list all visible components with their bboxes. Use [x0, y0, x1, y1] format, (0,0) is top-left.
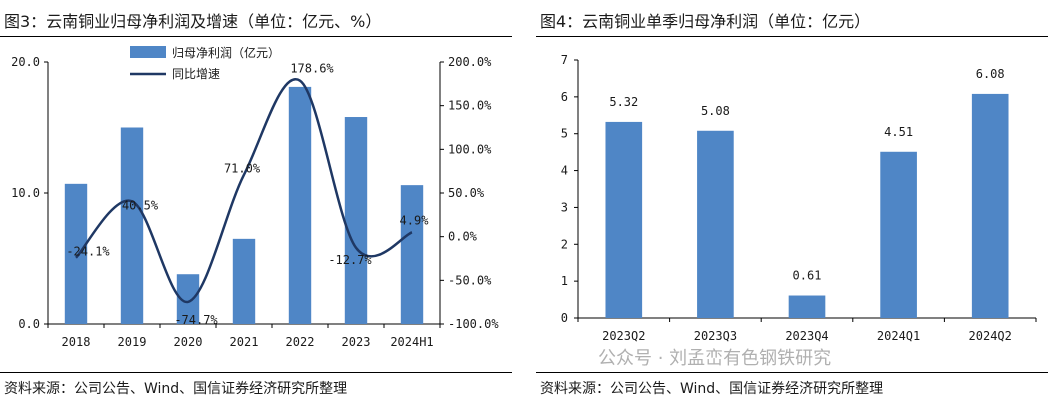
right-source-rule [536, 372, 1048, 373]
right-title-rule [536, 36, 1048, 37]
x-tick-label: 2024Q2 [969, 329, 1012, 343]
right-y-tick-label: 100.0% [448, 142, 492, 156]
profit-bar [288, 86, 312, 324]
right-bar-chart: 0 1 2 3 4 5 6 7 2023Q2 2023Q3 2023Q4 2024Q1 2024Q2 5.… [561, 53, 1037, 343]
quarter-profit-bar [971, 93, 1009, 318]
right-chart-title: 图4：云南铜业单季归母净利润（单位：亿元） [540, 12, 871, 31]
y-tick-label: 3 [561, 200, 568, 214]
x-tick-label: 2023Q2 [602, 329, 645, 343]
quarter-profit-bar [788, 295, 826, 318]
y-tick-label: 2 [561, 237, 568, 251]
left-title-rule [0, 36, 512, 37]
left-y-tick-label: 10.0 [11, 186, 40, 200]
bar-value-label: 0.61 [793, 269, 822, 283]
quarter-profit-bar [880, 151, 917, 318]
profit-bar [344, 117, 368, 325]
profit-bar [64, 183, 88, 324]
y-tick-label: 5 [561, 127, 568, 141]
x-tick-label: 2023Q4 [785, 329, 828, 343]
x-tick-label: 2024H1 [390, 335, 433, 349]
growth-data-label: 178.6% [290, 62, 334, 76]
growth-data-label: -24.1% [66, 245, 110, 259]
x-tick-label: 2018 [62, 335, 91, 349]
x-tick-label: 2023 [342, 335, 371, 349]
y-tick-label: 7 [561, 53, 568, 67]
y-tick-label: 6 [561, 90, 568, 104]
right-y-tick-label: 50.0% [448, 186, 485, 200]
bar-value-label: 5.08 [701, 104, 730, 118]
watermark: 公众号 · 刘孟峦有色钢铁研究 [598, 348, 832, 369]
bar-value-label: 5.32 [609, 95, 638, 109]
quarter-profit-bar [697, 130, 734, 318]
growth-data-label: 71.0% [224, 162, 261, 176]
x-tick-label: 2019 [118, 335, 147, 349]
profit-bar [120, 127, 144, 324]
left-y-tick-label: 20.0 [11, 55, 40, 69]
y-tick-label: 4 [561, 164, 568, 178]
bar-value-label: 6.08 [976, 67, 1005, 81]
right-y-tick-label: 150.0% [448, 99, 492, 113]
left-chart-panel: 图3：云南铜业归母净利润及增速（单位：亿元、%） 0.0 10.0 20.0 -100… [0, 0, 512, 406]
growth-data-label: -74.7% [174, 313, 218, 327]
right-y-tick-label: -50.0% [448, 273, 492, 287]
y-tick-label: 1 [561, 274, 568, 288]
x-tick-label: 2022 [286, 335, 315, 349]
legend-line-label: 同比增速 [172, 67, 220, 81]
profit-bar [400, 185, 424, 324]
profit-bar [176, 274, 200, 324]
right-y-tick-label: -100.0% [448, 317, 499, 331]
left-combo-chart: 0.0 10.0 20.0 -100.0% -50.0% 0.0% 50.0% 100.0% 1… [11, 45, 499, 349]
left-source-rule [0, 372, 512, 373]
growth-data-label: 4.9% [400, 213, 430, 227]
x-tick-label: 2021 [230, 335, 259, 349]
legend-bar-label: 归母净利润（亿元） [172, 45, 280, 60]
profit-bar [232, 238, 256, 324]
growth-data-label: 40.5% [122, 198, 159, 212]
x-tick-label: 2020 [174, 335, 203, 349]
left-y-tick-label: 0.0 [18, 317, 40, 331]
right-chart-panel: 图4：云南铜业单季归母净利润（单位：亿元） 0 1 2 3 4 5 6 7 2023Q2 2023… [536, 0, 1048, 406]
legend-bar-swatch [130, 46, 166, 58]
right-source-note: 资料来源：公司公告、Wind、国信证券经济研究所整理 [540, 381, 884, 397]
left-chart-title: 图3：云南铜业归母净利润及增速（单位：亿元、%） [4, 12, 382, 31]
left-source-note: 资料来源：公司公告、Wind、国信证券经济研究所整理 [4, 381, 348, 397]
growth-data-label: -12.7% [328, 253, 372, 267]
x-tick-label: 2023Q3 [694, 329, 737, 343]
x-tick-label: 2024Q1 [877, 329, 920, 343]
right-y-tick-label: 0.0% [448, 230, 478, 244]
right-y-tick-label: 200.0% [448, 55, 492, 69]
bar-value-label: 4.51 [884, 125, 913, 139]
growth-line [75, 78, 413, 304]
y-tick-label: 0 [561, 311, 568, 325]
quarter-profit-bar [605, 121, 643, 318]
